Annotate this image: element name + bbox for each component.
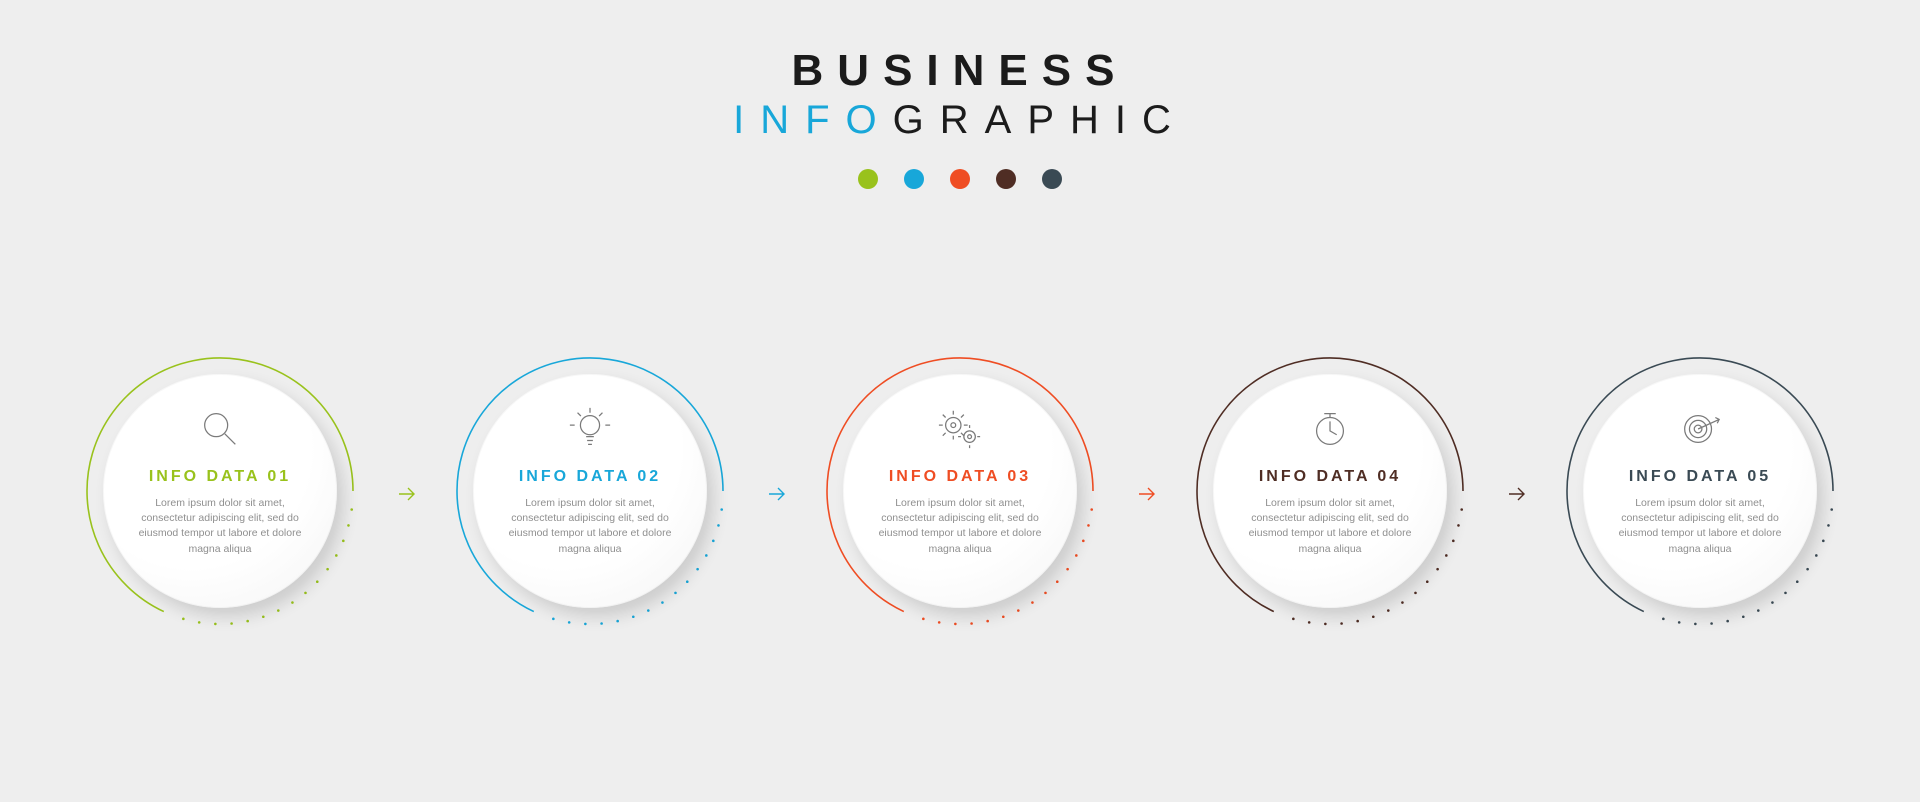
step-5-body: Lorem ipsum dolor sit amet, consectetur … [1615,496,1785,557]
step-3-label: INFO DATA 03 [889,468,1031,486]
legend-dot-2 [904,169,924,189]
arrow-3 [1137,484,1157,509]
step-3-disc: INFO DATA 03 Lorem ipsum dolor sit amet,… [843,374,1077,608]
title-line2: INFOGRAPHIC [0,98,1920,143]
arrow-1 [397,484,417,509]
legend-dot-3 [950,169,970,189]
legend-dot-5 [1042,169,1062,189]
clock-icon [1307,404,1353,454]
step-4-body: Lorem ipsum dolor sit amet, consectetur … [1245,496,1415,557]
legend-dot-1 [858,169,878,189]
step-2-label: INFO DATA 02 [519,468,661,486]
arrow-4 [1507,484,1527,509]
target-icon [1677,404,1723,454]
arrow-2 [767,484,787,509]
step-2-disc: INFO DATA 02 Lorem ipsum dolor sit amet,… [473,374,707,608]
step-2-body: Lorem ipsum dolor sit amet, consectetur … [505,496,675,557]
lightbulb-icon [567,404,613,454]
step-1-disc: INFO DATA 01 Lorem ipsum dolor sit amet,… [103,374,337,608]
legend-dot-4 [996,169,1016,189]
legend-dots [0,169,1920,189]
step-5-label: INFO DATA 05 [1629,468,1771,486]
step-4-label: INFO DATA 04 [1259,468,1401,486]
step-5-disc: INFO DATA 05 Lorem ipsum dolor sit amet,… [1583,374,1817,608]
gears-icon [937,404,983,454]
title-line2-prefix: INFO [733,98,893,142]
step-4-disc: INFO DATA 04 Lorem ipsum dolor sit amet,… [1213,374,1447,608]
step-1-body: Lorem ipsum dolor sit amet, consectetur … [135,496,305,557]
title-line1: BUSINESS [0,46,1920,96]
step-3-body: Lorem ipsum dolor sit amet, consectetur … [875,496,1045,557]
title-block: BUSINESS INFOGRAPHIC [0,46,1920,189]
title-line2-suffix: GRAPHIC [893,98,1187,142]
step-1-label: INFO DATA 01 [149,468,291,486]
magnifier-icon [197,404,243,454]
